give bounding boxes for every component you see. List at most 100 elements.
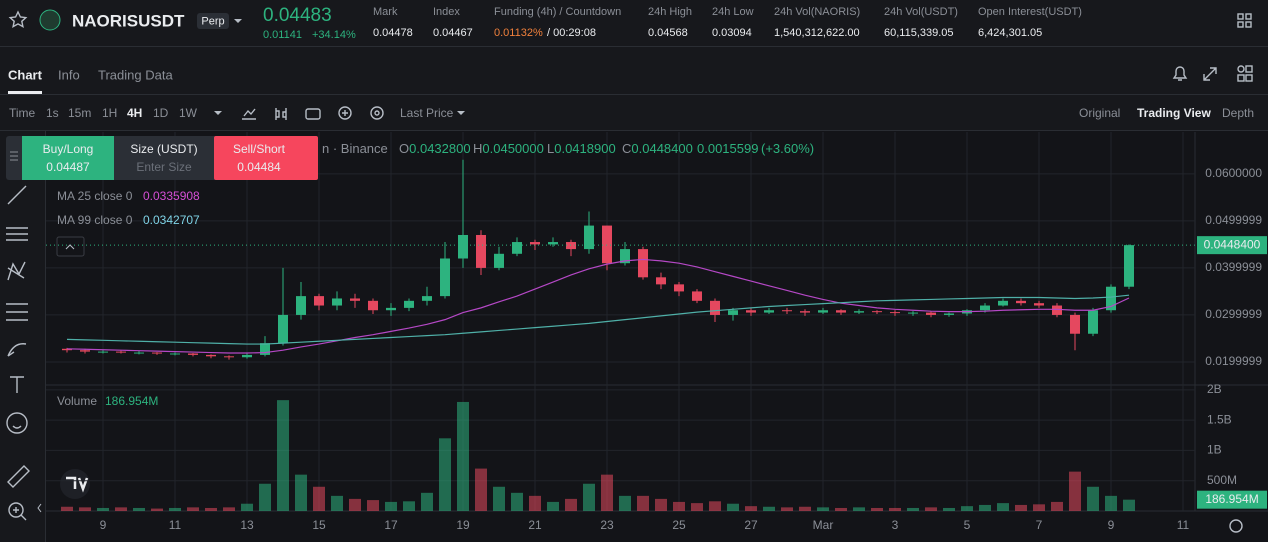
price-source[interactable]: Last Price xyxy=(400,106,454,120)
candle-body xyxy=(800,311,810,313)
candle-body xyxy=(170,353,180,355)
candle-body xyxy=(188,353,198,355)
expand-icon[interactable] xyxy=(1203,67,1217,81)
price-change-pct: +34.14% xyxy=(312,29,356,41)
x-tick-label: 25 xyxy=(672,518,686,532)
y-tick-label: 0.0299999 xyxy=(1205,307,1262,321)
favorite-star[interactable] xyxy=(8,10,28,28)
volume-bar xyxy=(799,506,811,511)
volume-bar xyxy=(1087,486,1099,511)
ruler-tool[interactable] xyxy=(7,465,30,488)
tv-logo-mark xyxy=(66,476,89,493)
lines-tool[interactable] xyxy=(6,227,28,241)
price-change: 0.01141 xyxy=(263,29,302,41)
candle-body xyxy=(134,352,144,354)
o-value: 0.0432800 xyxy=(409,141,470,156)
candle-body xyxy=(1124,245,1134,287)
tab[interactable]: Trading Data xyxy=(98,67,173,82)
x-tick-label: 21 xyxy=(528,518,542,532)
layout-icon[interactable] xyxy=(1237,13,1252,28)
dropdown-arrow[interactable] xyxy=(457,111,465,115)
candle-body xyxy=(404,300,414,308)
interval[interactable]: 1s xyxy=(46,106,59,120)
candle-body xyxy=(314,296,324,306)
snapshot-icon[interactable] xyxy=(305,108,321,120)
candle-body xyxy=(242,354,252,358)
o-label: O xyxy=(399,141,409,156)
x-tick-label: 5 xyxy=(964,518,971,532)
indicator-icon[interactable] xyxy=(242,108,256,120)
fib-tool[interactable] xyxy=(6,303,28,321)
coin-logo xyxy=(39,9,61,31)
volume-bar xyxy=(889,507,901,511)
candle-body xyxy=(62,348,72,351)
sell-label: Sell/Short xyxy=(233,142,286,156)
settings-icon[interactable] xyxy=(370,106,384,120)
buy-button[interactable] xyxy=(22,136,114,180)
collapse-arrow[interactable] xyxy=(37,503,42,513)
zoom-tool-mark xyxy=(13,507,27,521)
tab[interactable]: Chart xyxy=(8,67,43,82)
pattern-tool[interactable] xyxy=(7,261,26,281)
widgets-icon[interactable] xyxy=(1237,65,1253,82)
alert-icon[interactable] xyxy=(1172,66,1188,81)
view-option[interactable]: Trading View xyxy=(1137,106,1211,120)
x-tick-label: 17 xyxy=(384,518,398,532)
ma-line xyxy=(66,294,1130,345)
candle-body xyxy=(1034,303,1044,306)
ma99-label: MA 99 close 0 xyxy=(57,213,133,227)
zoom-tool[interactable] xyxy=(8,502,24,518)
volume-bar xyxy=(601,474,613,511)
stat-label: Mark xyxy=(373,6,398,18)
volume-bar xyxy=(763,506,775,511)
interval[interactable]: 1W xyxy=(179,106,198,120)
volume-bar xyxy=(259,483,271,511)
collapse-legend[interactable] xyxy=(56,236,85,257)
volume-bar xyxy=(187,507,199,511)
tab[interactable]: Info xyxy=(58,67,80,82)
interval[interactable]: 4H xyxy=(127,106,142,120)
trendline-tool[interactable] xyxy=(7,185,27,205)
size-label: Size (USDT) xyxy=(130,142,197,156)
candle-body xyxy=(80,350,90,352)
candle-body xyxy=(476,234,486,268)
volume-bar xyxy=(673,501,685,511)
view-option[interactable]: Depth xyxy=(1222,106,1254,120)
stat-label: 24h Vol(NAORIS) xyxy=(774,6,860,18)
volume-bar xyxy=(997,503,1009,511)
volume-bar xyxy=(511,492,523,511)
badge: Perp xyxy=(201,15,224,27)
add-icon[interactable] xyxy=(338,106,352,120)
size-input[interactable]: Enter Size xyxy=(136,160,192,174)
volume-bar xyxy=(79,507,91,511)
sell-button[interactable] xyxy=(214,136,318,180)
candle-body xyxy=(1052,305,1062,315)
volume-bar xyxy=(979,504,991,511)
dropdown-arrow[interactable] xyxy=(214,111,222,115)
dropdown-arrow[interactable] xyxy=(234,19,242,23)
volume-bar xyxy=(871,507,883,511)
chart-settings[interactable] xyxy=(1229,519,1243,533)
candle-body xyxy=(224,356,234,358)
chart-type-icon[interactable] xyxy=(275,108,287,120)
text-tool[interactable] xyxy=(10,376,24,393)
stat-value: 0.04568 xyxy=(648,27,688,39)
drag-handle[interactable] xyxy=(10,151,18,161)
candle-body xyxy=(890,312,900,314)
x-tick-label: 3 xyxy=(892,518,899,532)
change-pct: (+3.60%) xyxy=(761,141,814,156)
volume-bar xyxy=(619,495,631,511)
interval[interactable]: 1H xyxy=(102,106,117,120)
view-option[interactable]: Original xyxy=(1079,106,1120,120)
interval[interactable]: 15m xyxy=(68,106,91,120)
brush-tool[interactable] xyxy=(7,343,27,357)
candle-body xyxy=(728,310,738,315)
emoji-tool[interactable] xyxy=(6,412,28,434)
volume-bar xyxy=(709,501,721,511)
h-value: 0.0450000 xyxy=(482,141,543,156)
candle-body xyxy=(116,351,126,353)
x-tick-label: Mar xyxy=(813,518,834,532)
symbol[interactable]: NAORISUSDT xyxy=(72,11,185,30)
interval[interactable]: 1D xyxy=(153,106,169,120)
source: n · Binance xyxy=(322,141,388,156)
